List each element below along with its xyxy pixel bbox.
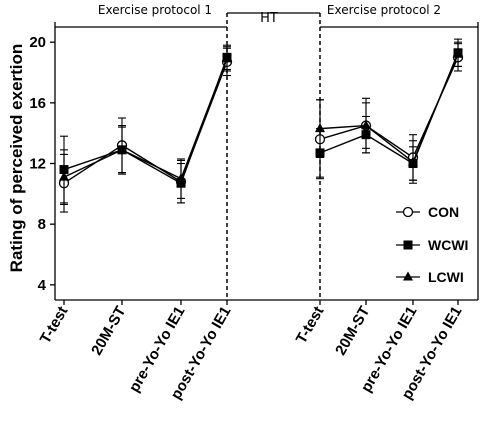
point-lcwi bbox=[453, 48, 463, 58]
series-line-con bbox=[319, 57, 459, 159]
group-label-protocol-2: Exercise protocol 2 bbox=[327, 3, 441, 17]
point-lcwi bbox=[408, 156, 418, 166]
legend: CON WCWI LCWI bbox=[396, 204, 468, 285]
series-line-lcwi bbox=[319, 54, 459, 164]
point-lcwi bbox=[222, 53, 232, 63]
series-layer bbox=[58, 38, 464, 213]
x-tick-label: 20M-ST bbox=[88, 304, 129, 359]
group-label-ht: HT bbox=[260, 11, 278, 26]
legend-label-lcwi: LCWI bbox=[428, 269, 464, 285]
series-line-wcwi bbox=[319, 52, 459, 165]
point-lcwi bbox=[176, 173, 186, 183]
y-tick-label: 16 bbox=[29, 95, 46, 112]
point-lcwi bbox=[361, 120, 371, 130]
y-axis-title: Rating of perceived exertion bbox=[7, 44, 26, 273]
y-tick-label: 8 bbox=[38, 216, 46, 233]
series-con bbox=[58, 43, 464, 213]
point-lcwi bbox=[315, 123, 325, 133]
point-lcwi bbox=[59, 171, 69, 181]
x-tick-label: T-test bbox=[37, 304, 72, 347]
group-label-protocol-1: Exercise protocol 1 bbox=[98, 3, 212, 17]
legend-label-con: CON bbox=[428, 204, 459, 220]
series-line-wcwi bbox=[63, 57, 228, 185]
y-axis-ticks: 4 8 12 16 20 bbox=[29, 34, 55, 294]
y-tick-label: 12 bbox=[29, 156, 46, 173]
y-tick-label: 20 bbox=[29, 34, 46, 51]
legend-item-lcwi: LCWI bbox=[396, 269, 464, 285]
legend-marker-lcwi bbox=[403, 271, 413, 281]
series-lcwi bbox=[59, 41, 463, 205]
series-wcwi bbox=[59, 38, 463, 204]
x-tick-label: T-test bbox=[293, 304, 328, 347]
legend-label-wcwi: WCWI bbox=[428, 237, 468, 253]
legend-item-wcwi: WCWI bbox=[396, 237, 468, 253]
point-lcwi bbox=[117, 144, 127, 154]
legend-marker-wcwi bbox=[403, 240, 413, 250]
x-tick-label: 20M-ST bbox=[332, 304, 373, 359]
legend-item-con: CON bbox=[396, 204, 459, 220]
y-tick-label: 4 bbox=[38, 277, 47, 294]
legend-marker-con bbox=[402, 206, 414, 218]
series-line-lcwi bbox=[63, 58, 228, 180]
